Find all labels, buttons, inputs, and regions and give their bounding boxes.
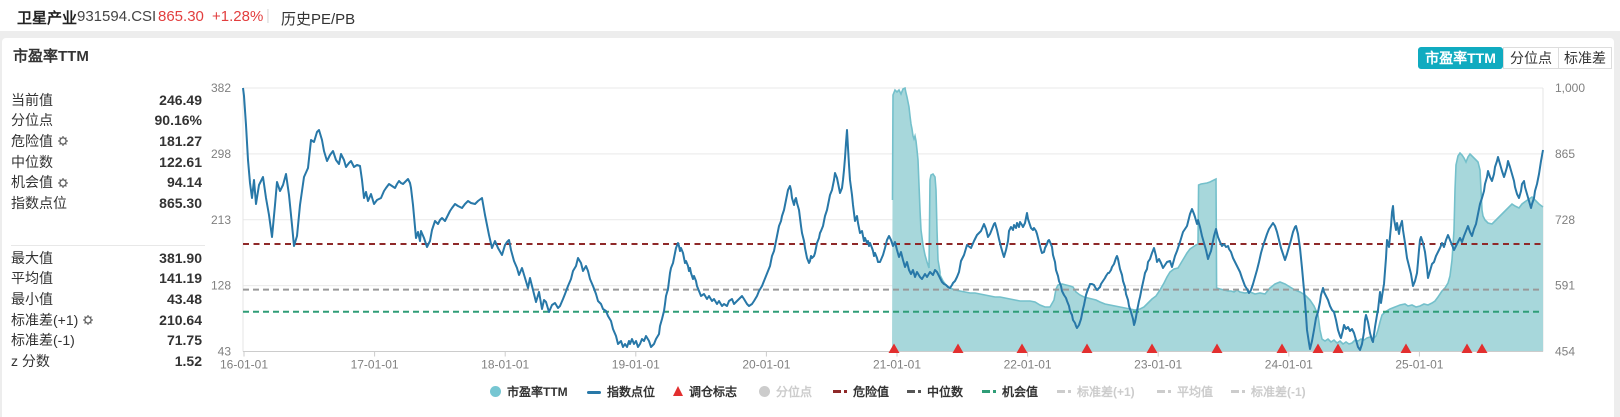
svg-text:25-01-01: 25-01-01 [1395, 358, 1443, 372]
svg-text:22-01-01: 22-01-01 [1004, 358, 1052, 372]
svg-text:728: 728 [1555, 213, 1575, 227]
svg-text:591: 591 [1555, 279, 1575, 293]
svg-text:24-01-01: 24-01-01 [1265, 358, 1313, 372]
svg-text:16-01-01: 16-01-01 [220, 358, 268, 372]
svg-text:43: 43 [218, 345, 232, 359]
svg-text:23-01-01: 23-01-01 [1134, 358, 1182, 372]
svg-text:382: 382 [211, 81, 231, 95]
svg-text:20-01-01: 20-01-01 [742, 358, 790, 372]
svg-text:18-01-01: 18-01-01 [481, 358, 529, 372]
svg-text:17-01-01: 17-01-01 [351, 358, 399, 372]
svg-text:454: 454 [1555, 345, 1575, 359]
svg-text:128: 128 [211, 279, 231, 293]
svg-text:21-01-01: 21-01-01 [873, 358, 921, 372]
svg-text:213: 213 [211, 213, 231, 227]
svg-text:865: 865 [1555, 147, 1575, 161]
svg-text:298: 298 [211, 147, 231, 161]
svg-text:19-01-01: 19-01-01 [612, 358, 660, 372]
svg-text:1,000: 1,000 [1555, 81, 1585, 95]
